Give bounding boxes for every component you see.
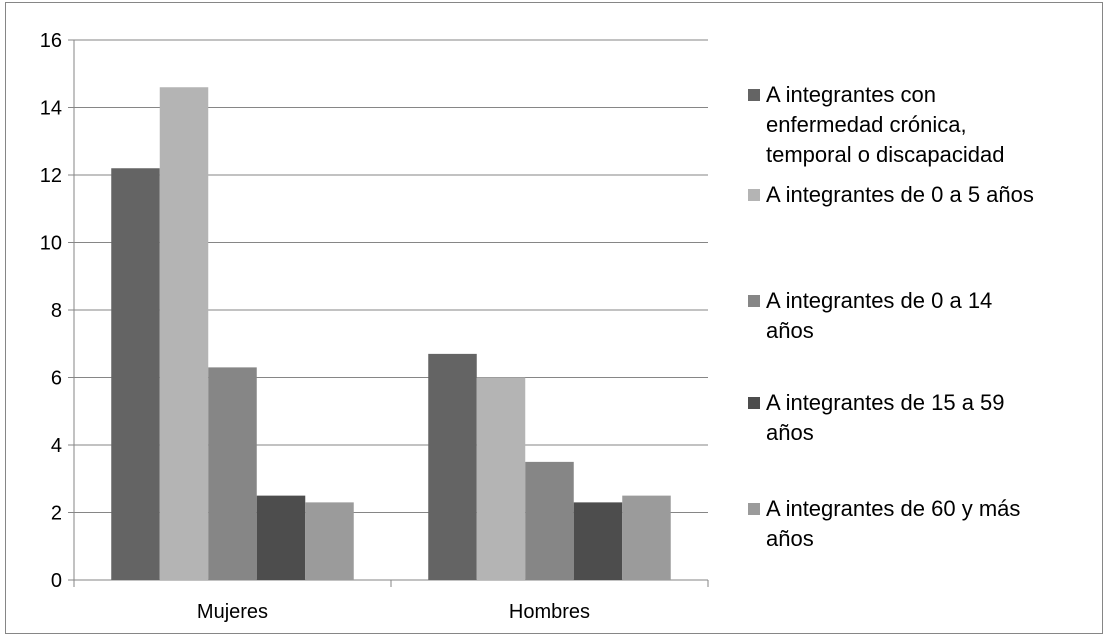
legend-swatch <box>748 503 760 515</box>
legend-label: enfermedad crónica, <box>766 112 967 137</box>
legend-label: años <box>766 526 814 551</box>
legend-label: A integrantes de 15 a 59 <box>766 390 1005 415</box>
legend: A integrantes con enfermedad crónica, temp… <box>748 82 1034 551</box>
bar <box>208 367 257 580</box>
legend-label: A integrantes de 0 a 5 años <box>766 182 1034 207</box>
bar <box>159 87 209 580</box>
y-tick-label: 2 <box>51 503 62 525</box>
y-tick-label: 14 <box>40 98 62 120</box>
y-tick-label: 16 <box>40 30 62 52</box>
legend-label: años <box>766 420 814 445</box>
legend-swatch <box>748 89 760 101</box>
y-tick-label: 10 <box>40 233 62 255</box>
y-tick-label: 0 <box>51 570 62 592</box>
x-tick-label: Hombres <box>509 601 590 623</box>
legend-label: años <box>766 318 814 343</box>
bar <box>428 353 477 580</box>
legend-label: A integrantes de 60 y más <box>766 496 1020 521</box>
x-tick-label: Mujeres <box>197 601 268 623</box>
bars <box>111 87 671 580</box>
bar <box>573 502 623 580</box>
bar <box>622 495 671 580</box>
legend-label: A integrantes de 0 a 14 <box>766 288 992 313</box>
bar <box>111 168 160 580</box>
legend-swatch <box>748 295 760 307</box>
legend-swatch <box>748 397 760 409</box>
legend-label: A integrantes con <box>766 82 936 107</box>
bar <box>525 461 574 580</box>
y-tick-label: 12 <box>40 165 62 187</box>
bar <box>305 502 354 580</box>
tick-labels: 0 2 4 6 8 10 12 14 16 Mujeres Hombres <box>40 30 590 623</box>
y-tick-label: 4 <box>51 435 62 457</box>
y-tick-label: 6 <box>51 368 62 390</box>
legend-swatch <box>748 189 760 201</box>
bar <box>476 377 526 580</box>
y-tick-label: 8 <box>51 300 62 322</box>
bar <box>256 495 306 580</box>
legend-label: temporal o discapacidad <box>766 142 1004 167</box>
